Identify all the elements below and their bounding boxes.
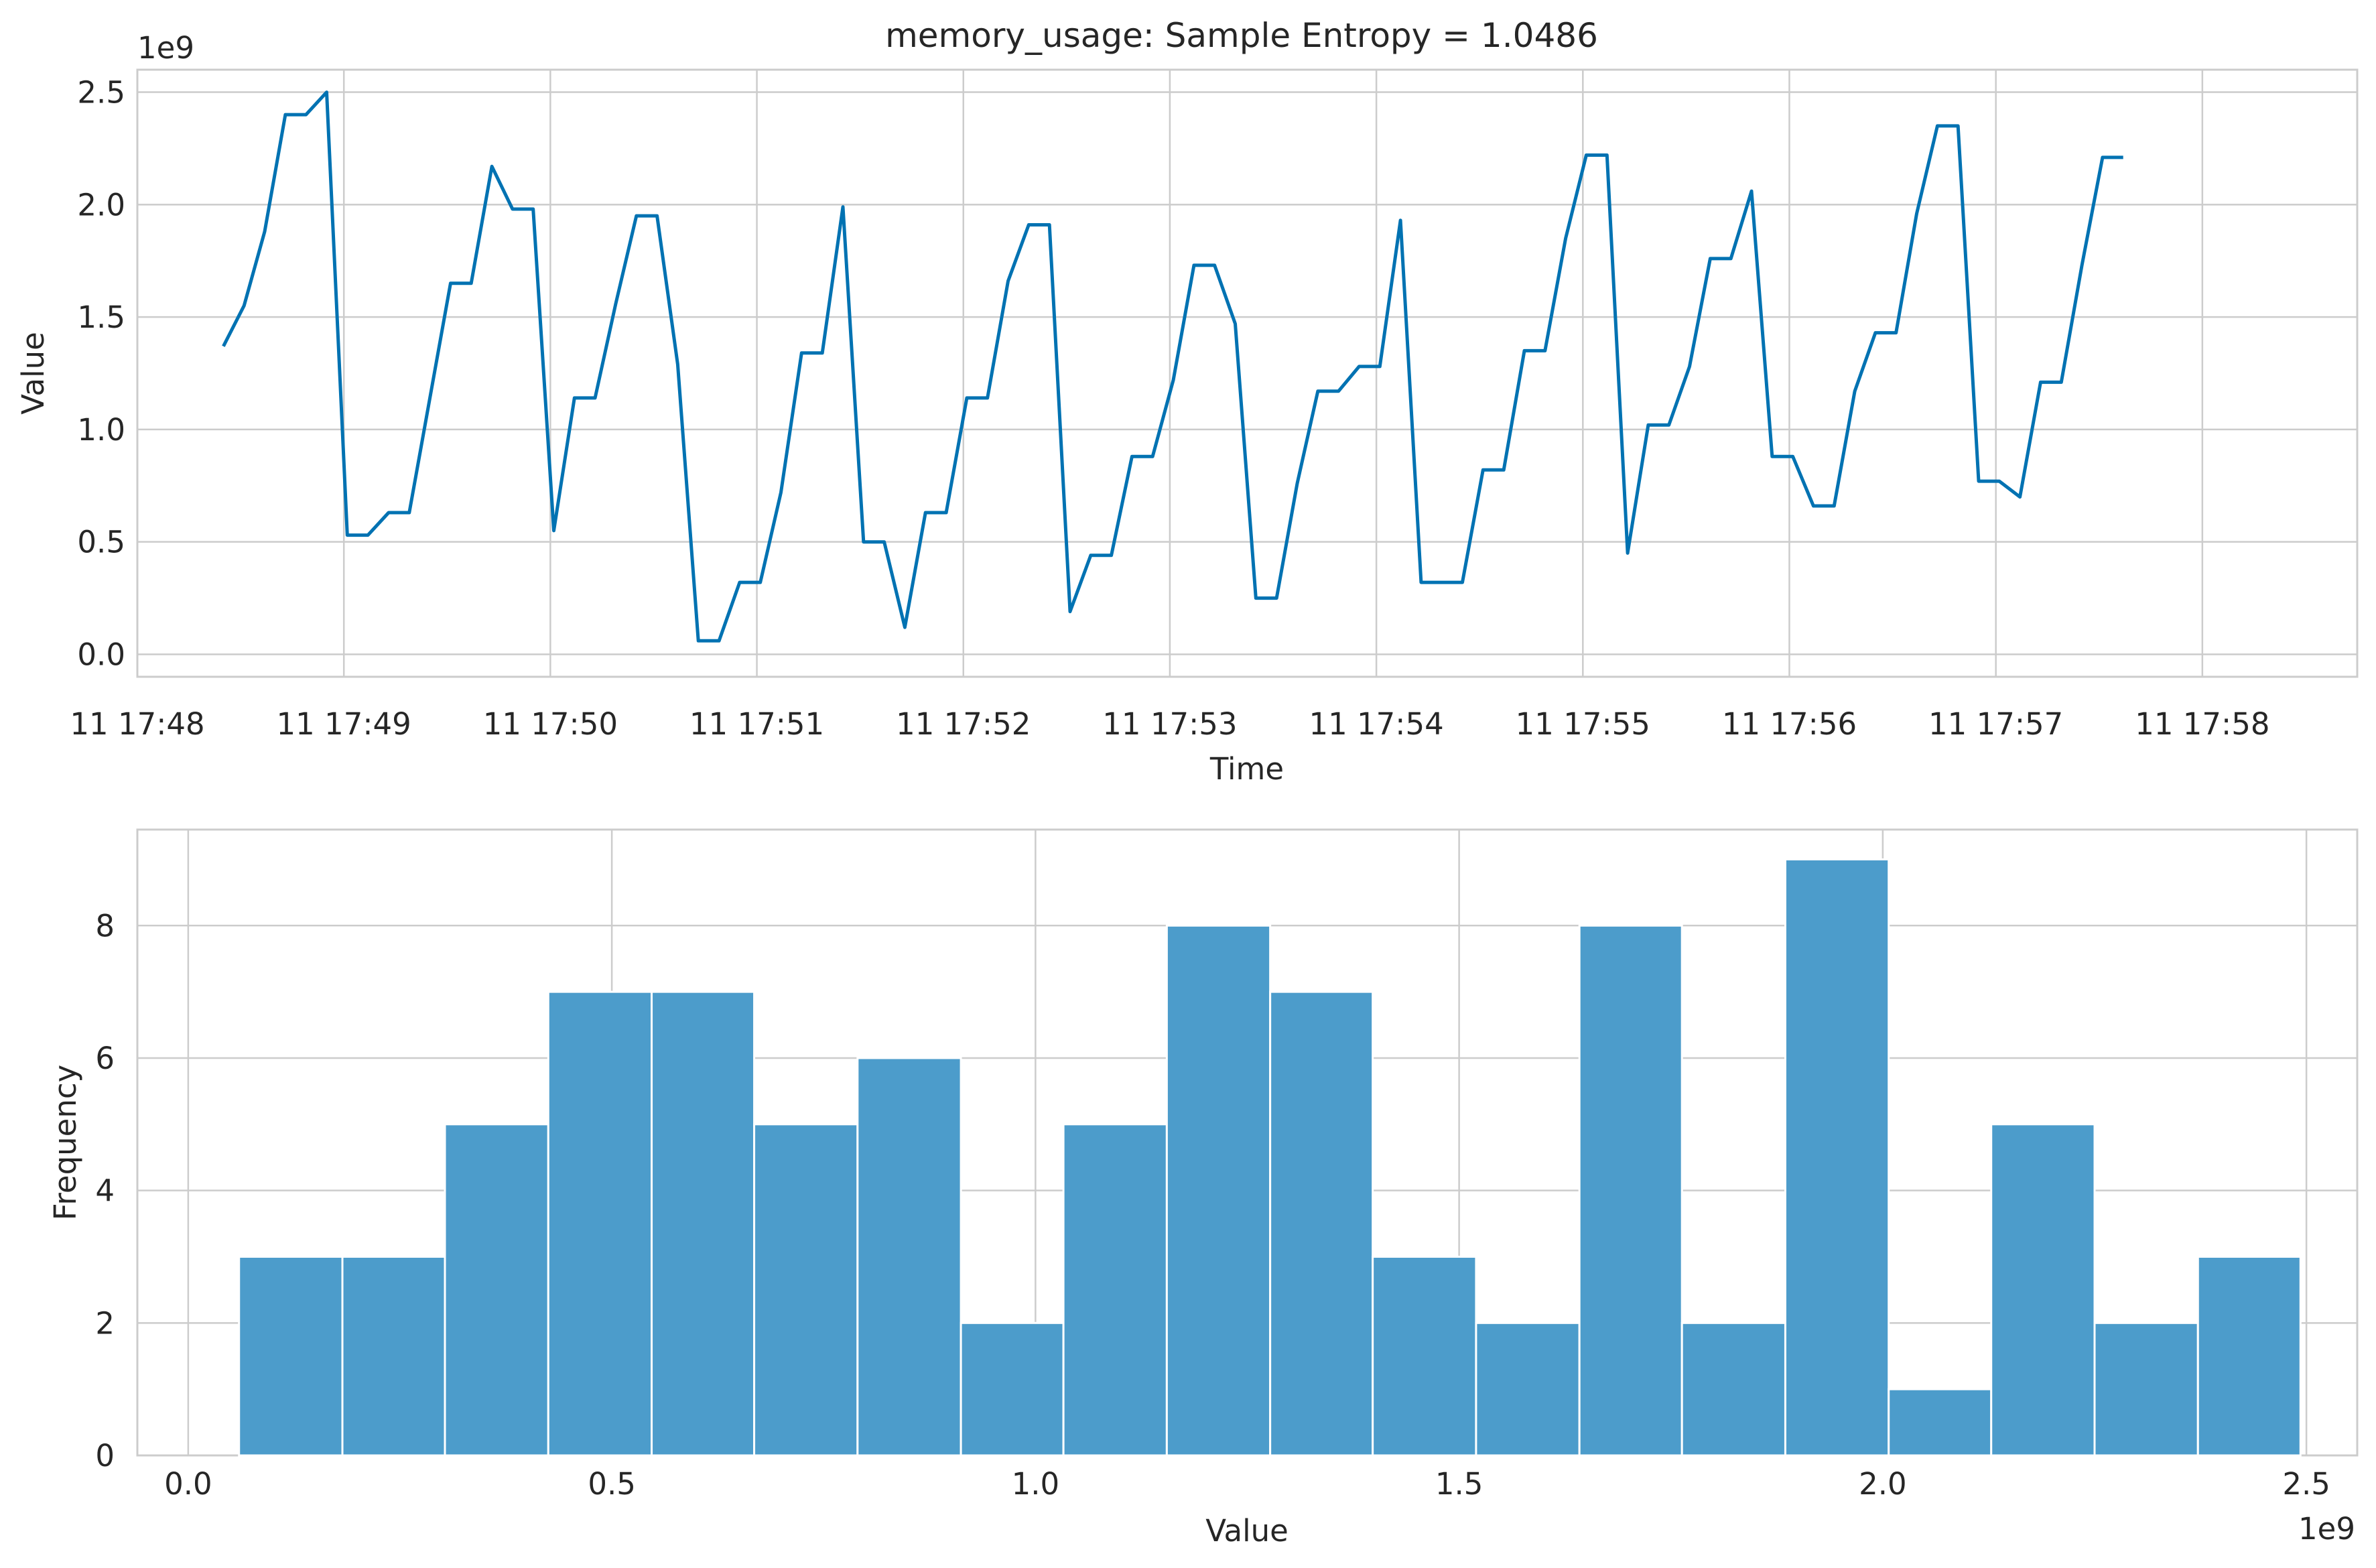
histogram-y-tick-label: 0 xyxy=(95,1438,115,1474)
timeseries-grid xyxy=(136,70,2357,677)
timeseries-x-tick-label: 11 17:52 xyxy=(896,706,1031,742)
histogram-bar xyxy=(2196,1255,2302,1457)
histogram-bar xyxy=(1269,990,1374,1457)
memory-usage-line xyxy=(222,90,2123,643)
timeseries-title: memory_usage: Sample Entropy = 1.0486 xyxy=(885,16,1598,55)
timeseries-y-offset-label: 1e9 xyxy=(137,30,194,66)
histogram-x-axis-label: Value xyxy=(1205,1513,1289,1549)
timeseries-y-axis-label: Value xyxy=(15,332,51,415)
timeseries-y-tick-label: 2.5 xyxy=(77,75,125,111)
histogram-x-tick-label: 1.0 xyxy=(1012,1466,1060,1502)
timeseries-x-tick-label: 11 17:49 xyxy=(277,706,411,742)
histogram-bar xyxy=(238,1255,344,1457)
timeseries-y-tick-label: 0.5 xyxy=(77,525,125,560)
histogram-y-axis-label: Frequency xyxy=(48,1065,83,1220)
histogram-bars xyxy=(238,858,2302,1457)
histogram-x-tick-label: 0.5 xyxy=(588,1466,636,1502)
histogram-y-ticks: 0 2 4 6 8 xyxy=(95,908,115,1474)
histogram-bar xyxy=(960,1321,1065,1457)
histogram-bar xyxy=(753,1123,859,1457)
histogram-bar xyxy=(1680,1321,1786,1457)
histogram-bar xyxy=(1990,1123,2096,1457)
timeseries-x-tick-label: 11 17:55 xyxy=(1516,706,1650,742)
timeseries-y-tick-label: 1.0 xyxy=(77,412,125,448)
histogram-bar xyxy=(651,990,756,1457)
timeseries-x-tick-label: 11 17:53 xyxy=(1102,706,1237,742)
histogram-bar xyxy=(444,1123,549,1457)
timeseries-x-tick-label: 11 17:48 xyxy=(70,706,204,742)
timeseries-x-tick-label: 11 17:58 xyxy=(2135,706,2269,742)
timeseries-chart: memory_usage: Sample Entropy = 1.0486 1e… xyxy=(15,16,2359,787)
timeseries-x-axis-label: Time xyxy=(1209,751,1284,787)
histogram-bar xyxy=(1784,858,1890,1457)
histogram-bar xyxy=(547,990,653,1457)
histogram-x-offset-label: 1e9 xyxy=(2298,1511,2355,1547)
timeseries-x-tick-label: 11 17:51 xyxy=(689,706,824,742)
timeseries-plot-area xyxy=(136,68,2359,678)
histogram-y-tick-label: 8 xyxy=(95,908,115,943)
histogram-y-tick-label: 6 xyxy=(95,1041,115,1076)
timeseries-x-tick-label: 11 17:50 xyxy=(483,706,618,742)
timeseries-x-tick-label: 11 17:54 xyxy=(1309,706,1443,742)
timeseries-x-tick-label: 11 17:56 xyxy=(1722,706,1857,742)
histogram-y-tick-label: 2 xyxy=(95,1305,115,1341)
timeseries-y-tick-label: 1.5 xyxy=(77,300,125,335)
timeseries-y-ticks: 0.0 0.5 1.0 1.5 2.0 2.5 xyxy=(77,75,125,673)
histogram-chart: 0 2 4 6 8 0.0 0.5 1.0 1.5 2.0 2.5 Value 1e9 Frequ… xyxy=(48,828,2359,1549)
histogram-x-tick-label: 2.5 xyxy=(2282,1466,2330,1502)
histogram-y-tick-label: 4 xyxy=(95,1173,115,1209)
histogram-x-tick-label: 1.5 xyxy=(1435,1466,1483,1502)
histogram-bar xyxy=(1888,1388,1993,1457)
histogram-bar xyxy=(1165,924,1272,1457)
histogram-x-tick-label: 0.0 xyxy=(164,1466,212,1502)
timeseries-x-tick-label: 11 17:57 xyxy=(1928,706,2063,742)
histogram-bar xyxy=(856,1057,962,1457)
histogram-x-tick-label: 2.0 xyxy=(1859,1466,1907,1502)
histogram-bar xyxy=(341,1255,446,1457)
histogram-bar xyxy=(1062,1123,1168,1457)
timeseries-x-ticks: 11 17:48 11 17:49 11 17:50 11 17:51 11 17:52… xyxy=(70,706,2269,742)
histogram-bar xyxy=(1578,924,1683,1457)
timeseries-y-tick-label: 0.0 xyxy=(77,637,125,672)
histogram-x-ticks: 0.0 0.5 1.0 1.5 2.0 2.5 xyxy=(164,1466,2330,1502)
histogram-bar xyxy=(1475,1321,1581,1457)
histogram-bar xyxy=(1372,1255,1477,1457)
histogram-bar xyxy=(2093,1321,2199,1457)
timeseries-y-tick-label: 2.0 xyxy=(77,187,125,222)
